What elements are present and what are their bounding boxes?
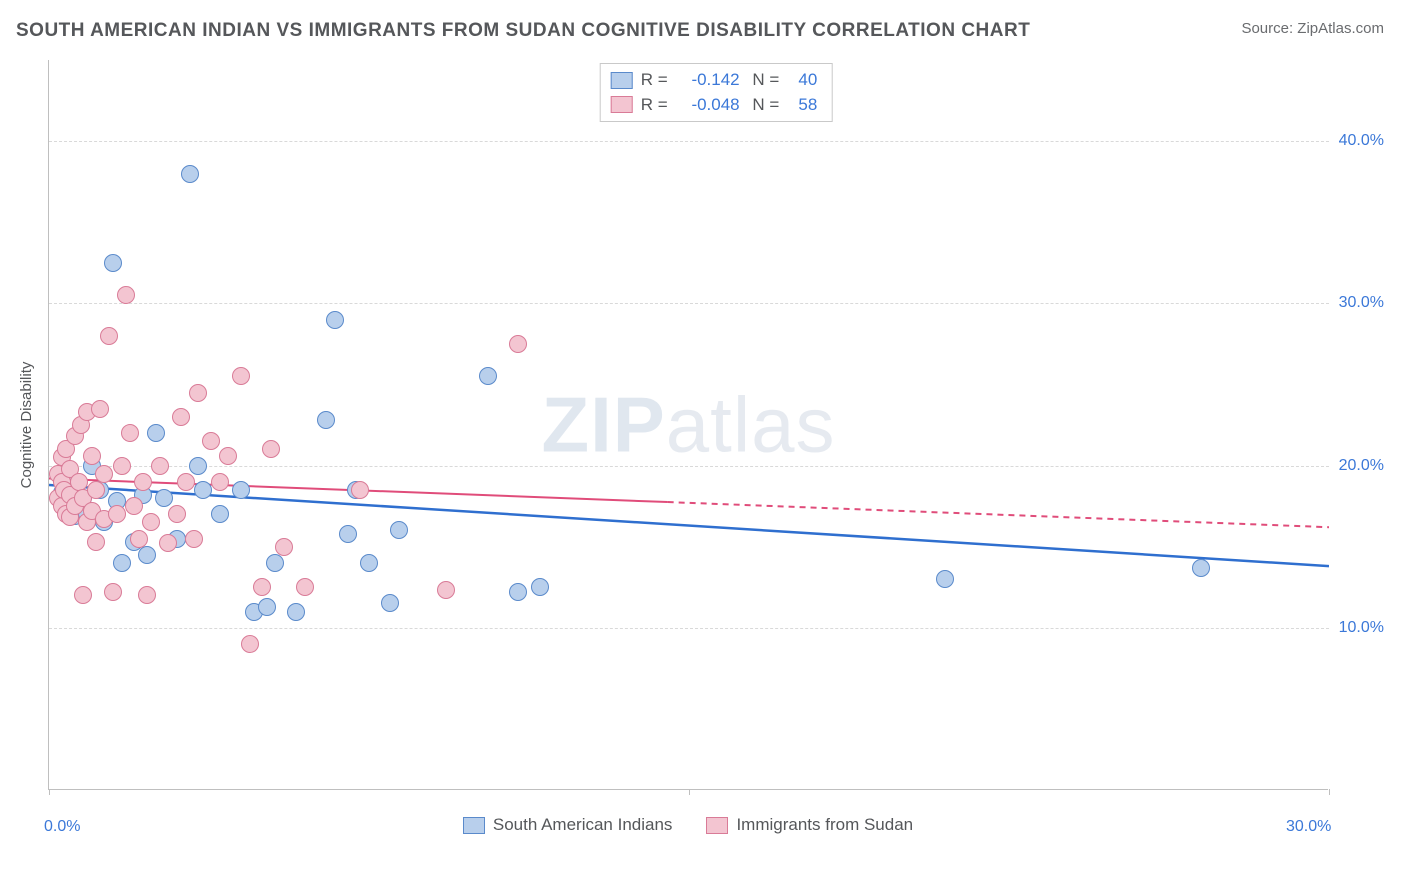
swatch-a-icon — [463, 817, 485, 834]
data-point — [117, 286, 135, 304]
data-point — [390, 521, 408, 539]
data-point — [108, 505, 126, 523]
data-point — [177, 473, 195, 491]
data-point — [232, 367, 250, 385]
x-tick-min: 0.0% — [44, 818, 80, 836]
trend-lines — [49, 60, 1329, 790]
data-point — [104, 583, 122, 601]
data-point — [130, 530, 148, 548]
data-point — [91, 400, 109, 418]
gridline — [49, 628, 1329, 629]
data-point — [172, 408, 190, 426]
data-point — [509, 335, 527, 353]
data-point — [104, 254, 122, 272]
x-tick-max: 30.0% — [1286, 818, 1331, 836]
y-tick-label: 40.0% — [1339, 132, 1384, 150]
data-point — [181, 165, 199, 183]
data-point — [219, 447, 237, 465]
legend-row-series-a: R = -0.142 N = 40 — [611, 68, 818, 93]
x-tick — [1329, 789, 1330, 795]
data-point — [155, 489, 173, 507]
data-point — [317, 411, 335, 429]
y-tick-label: 20.0% — [1339, 457, 1384, 475]
data-point — [87, 533, 105, 551]
data-point — [142, 513, 160, 531]
correlation-legend: R = -0.142 N = 40 R = -0.048 N = 58 — [600, 63, 833, 122]
data-point — [936, 570, 954, 588]
chart-container: ZIPatlas 10.0%20.0%30.0%40.0% R = -0.142… — [48, 60, 1384, 816]
data-point — [296, 578, 314, 596]
data-point — [83, 447, 101, 465]
data-point — [211, 473, 229, 491]
data-point — [437, 581, 455, 599]
y-axis-label: Cognitive Disability — [18, 362, 35, 489]
data-point — [87, 481, 105, 499]
data-point — [360, 554, 378, 572]
x-tick — [689, 789, 690, 795]
data-point — [134, 473, 152, 491]
data-point — [241, 635, 259, 653]
data-point — [253, 578, 271, 596]
data-point — [202, 432, 220, 450]
data-point — [70, 473, 88, 491]
data-point — [95, 465, 113, 483]
data-point — [326, 311, 344, 329]
data-point — [258, 598, 276, 616]
swatch-b-icon — [706, 817, 728, 834]
watermark: ZIPatlas — [541, 379, 835, 470]
gridline — [49, 303, 1329, 304]
data-point — [151, 457, 169, 475]
data-point — [189, 457, 207, 475]
source-attribution: Source: ZipAtlas.com — [1241, 20, 1384, 37]
y-tick-label: 10.0% — [1339, 619, 1384, 637]
data-point — [113, 554, 131, 572]
legend-row-series-b: R = -0.048 N = 58 — [611, 93, 818, 118]
y-tick-label: 30.0% — [1339, 294, 1384, 312]
data-point — [1192, 559, 1210, 577]
data-point — [211, 505, 229, 523]
series-legend: South American Indians Immigrants from S… — [48, 815, 1328, 835]
data-point — [339, 525, 357, 543]
data-point — [74, 586, 92, 604]
data-point — [275, 538, 293, 556]
data-point — [531, 578, 549, 596]
data-point — [168, 505, 186, 523]
data-point — [185, 530, 203, 548]
data-point — [266, 554, 284, 572]
legend-item-a: South American Indians — [463, 815, 673, 835]
data-point — [125, 497, 143, 515]
data-point — [138, 546, 156, 564]
data-point — [194, 481, 212, 499]
data-point — [509, 583, 527, 601]
gridline — [49, 466, 1329, 467]
data-point — [121, 424, 139, 442]
legend-item-b: Immigrants from Sudan — [706, 815, 913, 835]
data-point — [287, 603, 305, 621]
chart-title: SOUTH AMERICAN INDIAN VS IMMIGRANTS FROM… — [16, 20, 1030, 42]
data-point — [189, 384, 207, 402]
gridline — [49, 141, 1329, 142]
x-tick — [49, 789, 50, 795]
swatch-series-b — [611, 96, 633, 113]
data-point — [381, 594, 399, 612]
data-point — [138, 586, 156, 604]
plot-area: ZIPatlas 10.0%20.0%30.0%40.0% — [48, 60, 1328, 790]
data-point — [159, 534, 177, 552]
data-point — [100, 327, 118, 345]
data-point — [147, 424, 165, 442]
swatch-series-a — [611, 72, 633, 89]
data-point — [232, 481, 250, 499]
data-point — [262, 440, 280, 458]
data-point — [479, 367, 497, 385]
data-point — [351, 481, 369, 499]
data-point — [113, 457, 131, 475]
